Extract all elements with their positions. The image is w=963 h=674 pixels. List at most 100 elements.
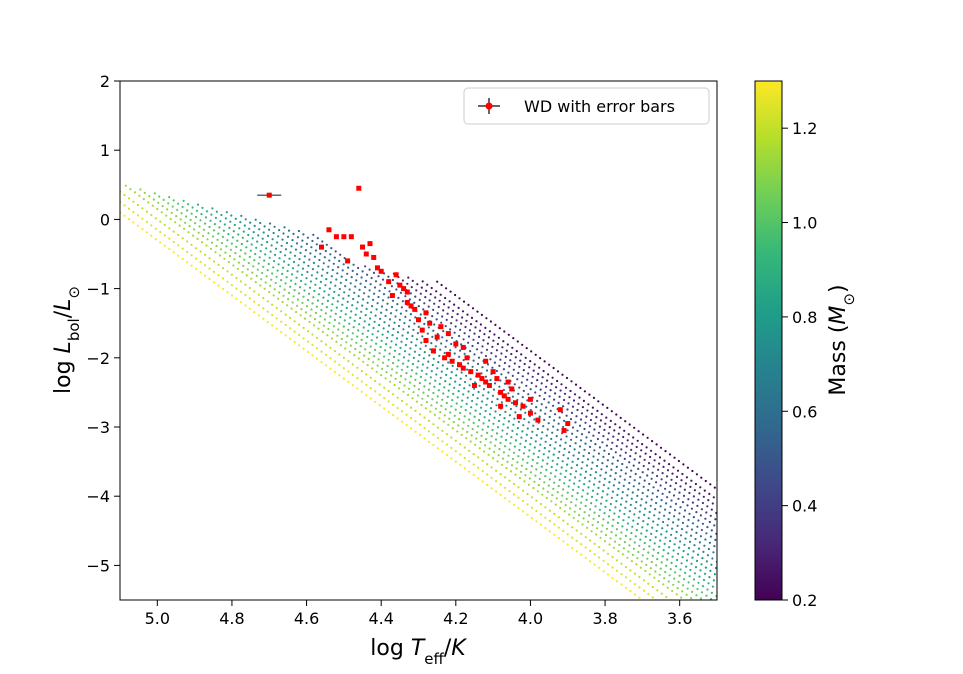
track-dot xyxy=(572,516,575,520)
track-dot xyxy=(363,354,366,357)
wd-point xyxy=(401,286,407,292)
track-dot xyxy=(436,367,439,370)
track-dot xyxy=(464,380,467,384)
track-dot xyxy=(669,539,672,543)
track-dot xyxy=(496,342,499,346)
track-dot xyxy=(176,208,179,211)
track-dot xyxy=(562,519,565,522)
track-dot xyxy=(557,484,560,488)
track-dot xyxy=(474,409,477,412)
track-dot xyxy=(706,526,709,529)
track-dot xyxy=(481,366,484,369)
track-dot xyxy=(303,289,306,292)
track-dot xyxy=(539,523,543,526)
track-dot xyxy=(382,293,386,296)
track-dot xyxy=(459,443,462,446)
y-tick-label: −1 xyxy=(86,280,110,299)
track-dot xyxy=(602,559,605,562)
track-dot xyxy=(426,332,429,335)
track-dot xyxy=(576,464,579,467)
track-dot xyxy=(610,468,613,471)
track-dot xyxy=(342,297,345,300)
track-dot xyxy=(295,310,298,314)
track-dot xyxy=(633,572,637,575)
track-dot xyxy=(411,279,414,282)
track-dot xyxy=(335,306,338,309)
track-dot xyxy=(412,391,415,394)
track-dot xyxy=(523,417,526,421)
track-dot xyxy=(606,573,610,576)
track-dot xyxy=(596,409,599,412)
track-dot xyxy=(630,497,633,500)
track-dot xyxy=(623,512,626,516)
track-dot xyxy=(244,294,247,297)
wd-point xyxy=(326,227,332,233)
track-dot xyxy=(390,305,394,309)
track-dot xyxy=(659,505,662,508)
track-dot xyxy=(526,378,529,381)
track-dot xyxy=(302,233,305,236)
track-dot xyxy=(413,301,416,304)
track-dot xyxy=(434,407,437,410)
track-dot xyxy=(584,421,587,424)
track-dot xyxy=(570,501,573,504)
track-dot xyxy=(424,344,427,347)
track-dot xyxy=(562,540,565,543)
track-dot xyxy=(644,569,647,573)
track-dot xyxy=(595,416,598,419)
track-dot xyxy=(522,389,525,392)
track-dot xyxy=(674,537,677,540)
track-dot xyxy=(472,359,475,362)
track-dot xyxy=(569,444,572,448)
track-dot xyxy=(536,490,540,493)
track-dot xyxy=(543,398,546,401)
track-dot xyxy=(648,573,651,576)
track-dot xyxy=(357,266,360,270)
track-dot xyxy=(443,414,446,417)
track-dot xyxy=(464,409,467,412)
track-dot xyxy=(318,321,321,324)
track-dot xyxy=(272,266,275,269)
track-dot xyxy=(702,550,705,554)
track-dot xyxy=(626,439,629,442)
track-dot xyxy=(215,244,218,248)
track-dot xyxy=(501,346,504,349)
colorbar-tick-label: 0.6 xyxy=(792,402,817,421)
track-dot xyxy=(427,388,430,391)
track-dot xyxy=(528,449,531,452)
track-dot xyxy=(387,410,390,413)
track-dot xyxy=(712,551,715,554)
track-dot xyxy=(541,431,544,434)
track-dot xyxy=(441,364,444,367)
track-dot xyxy=(436,395,439,398)
track-dot xyxy=(460,322,463,325)
track-dot xyxy=(200,213,203,216)
track-dot xyxy=(563,392,567,395)
track-dot xyxy=(402,356,406,359)
track-dot xyxy=(373,286,377,289)
track-dot xyxy=(472,338,475,341)
track-dot xyxy=(616,493,619,497)
track-dot xyxy=(387,358,390,361)
track-dot xyxy=(651,585,654,589)
track-dot xyxy=(681,472,684,476)
track-dot xyxy=(606,493,609,496)
track-dot xyxy=(604,471,608,474)
track-dot xyxy=(580,467,583,470)
track-dot xyxy=(417,388,420,391)
track-dot xyxy=(275,327,278,330)
track-dot xyxy=(415,289,418,292)
track-dot xyxy=(624,506,627,509)
track-dot xyxy=(267,234,270,237)
track-dot xyxy=(415,338,418,341)
track-dot xyxy=(459,411,462,415)
track-dot xyxy=(271,272,274,275)
track-dot xyxy=(272,231,275,235)
track-dot xyxy=(689,485,692,488)
track-dot xyxy=(659,539,662,542)
track-dot xyxy=(338,322,341,325)
track-dot xyxy=(139,188,142,191)
track-dot xyxy=(578,479,581,482)
track-dot xyxy=(533,418,536,421)
track-dot xyxy=(301,301,304,304)
